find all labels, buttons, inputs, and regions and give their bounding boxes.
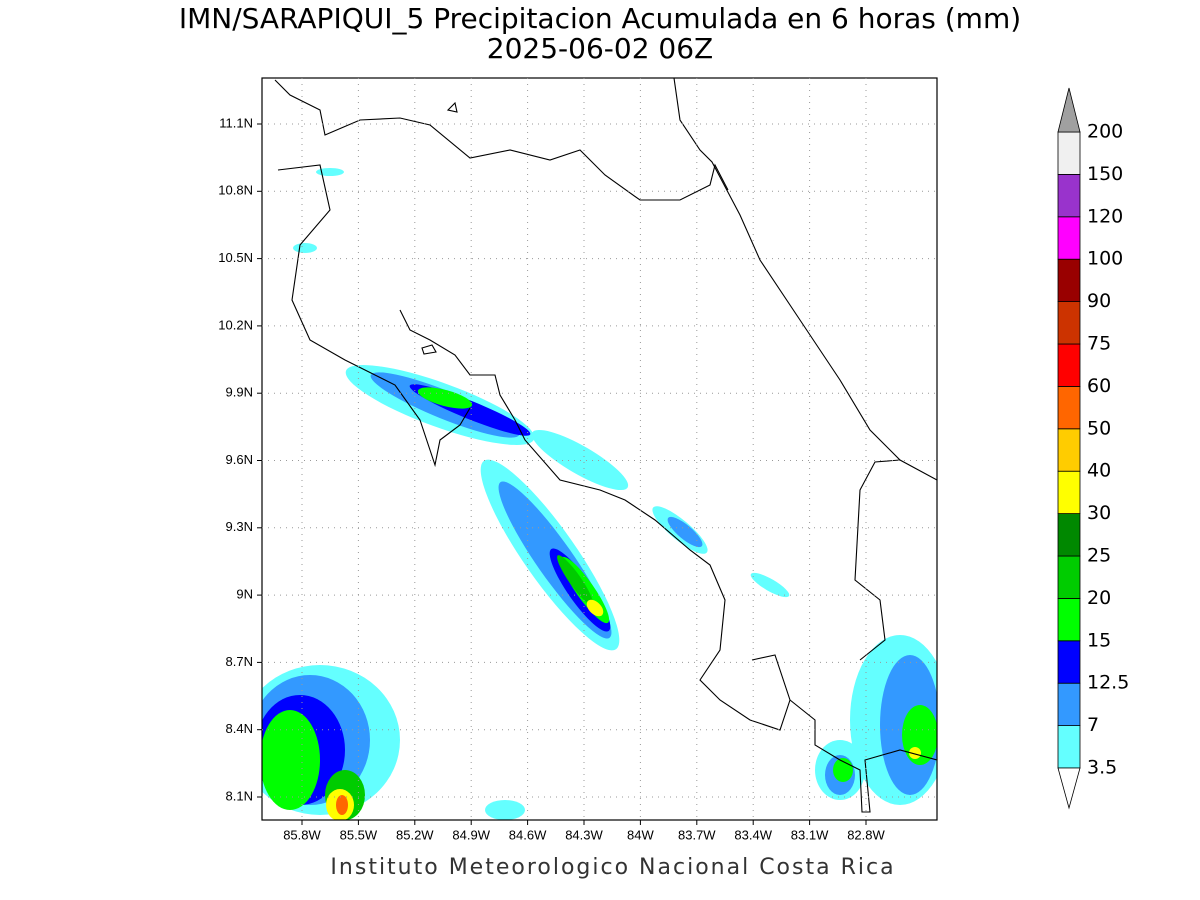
colorbar-swatch <box>1057 513 1081 557</box>
colorbar-label: 40 <box>1087 460 1111 482</box>
lon-tick-label: 82.8W <box>847 827 885 842</box>
lon-tick-label: 83.7W <box>678 827 716 842</box>
lat-tick-label: 9N <box>236 587 253 602</box>
colorbar: 3.5 7 12.5 15 20 25 30 40 50 60 75 90 100 120 150 200 <box>1057 87 1129 810</box>
lon-tick-label: 85.8W <box>283 827 321 842</box>
colorbar-label: 120 <box>1087 205 1123 227</box>
colorbar-label: 15 <box>1087 629 1111 651</box>
colorbar-swatch <box>1057 428 1081 472</box>
lon-tick-label: 84.3W <box>565 827 603 842</box>
colorbar-label: 75 <box>1087 333 1111 355</box>
lon-tick-label: 84.9W <box>452 827 490 842</box>
lon-tick-label: 85.5W <box>340 827 378 842</box>
colorbar-swatch <box>1057 173 1081 218</box>
lon-tick-label: 83.4W <box>734 827 772 842</box>
colorbar-swatch <box>1057 343 1081 387</box>
subtitle: 2025-06-02 06Z <box>487 32 713 65</box>
colorbar-over <box>1057 87 1081 133</box>
footer: Instituto Meteorologico Nacional Costa R… <box>330 855 895 880</box>
colorbar-label: 100 <box>1087 248 1123 270</box>
colorbar-label: 50 <box>1087 417 1111 439</box>
colorbar-swatch <box>1057 598 1081 642</box>
colorbar-label: 90 <box>1087 290 1111 312</box>
lat-tick-label: 10.2N <box>218 317 253 332</box>
lat-tick-label: 9.6N <box>226 452 253 467</box>
colorbar-swatch <box>1057 131 1081 175</box>
colorbar-label: 20 <box>1087 587 1111 609</box>
lon-tick-label: 85.2W <box>396 827 434 842</box>
colorbar-swatch <box>1057 640 1081 684</box>
frame <box>261 77 938 821</box>
title: IMN/SARAPIQUI_5 Precipitacion Acumulada … <box>179 2 1021 35</box>
colorbar-swatch <box>1057 258 1081 303</box>
colorbar-label: 150 <box>1087 163 1123 185</box>
colorbar-label: 7 <box>1087 714 1099 736</box>
lon-tick-label: 84.6W <box>509 827 547 842</box>
colorbar-label: 25 <box>1087 545 1111 567</box>
colorbar-swatch <box>1057 385 1081 430</box>
colorbar-label: 60 <box>1087 375 1111 397</box>
lon-tick-label: 83.1W <box>791 827 829 842</box>
colorbar-swatch <box>1057 725 1081 769</box>
lat-tick-label: 10.5N <box>218 250 253 265</box>
lat-tick-label: 9.3N <box>226 519 253 534</box>
colorbar-swatch <box>1057 216 1081 260</box>
precip <box>262 168 937 820</box>
colorbar-swatch <box>1057 470 1081 515</box>
colorbar-label: 200 <box>1087 121 1123 143</box>
lon-tick-label: 84W <box>627 827 654 842</box>
lat-tick-label: 11.1N <box>219 115 253 130</box>
colorbar-swatch <box>1057 555 1081 599</box>
colorbar-label: 12.5 <box>1087 672 1129 694</box>
colorbar-swatch <box>1057 682 1081 727</box>
lat-tick-label: 10.8N <box>218 183 253 198</box>
lat-tick-label: 8.7N <box>226 654 253 669</box>
colorbar-under <box>1057 767 1081 810</box>
map: 11.1N 10.8N 10.5N 10.2N 9.9N 9.6N 9.3N 9N 8.7N 8.… <box>218 77 938 842</box>
colorbar-label: 30 <box>1087 502 1111 524</box>
lat-tick-label: 8.1N <box>226 788 253 803</box>
colorbar-swatch <box>1057 301 1081 345</box>
colorbar-label: 3.5 <box>1087 757 1117 779</box>
lat-tick-label: 8.4N <box>226 721 253 736</box>
lat-tick-label: 9.9N <box>226 385 253 400</box>
